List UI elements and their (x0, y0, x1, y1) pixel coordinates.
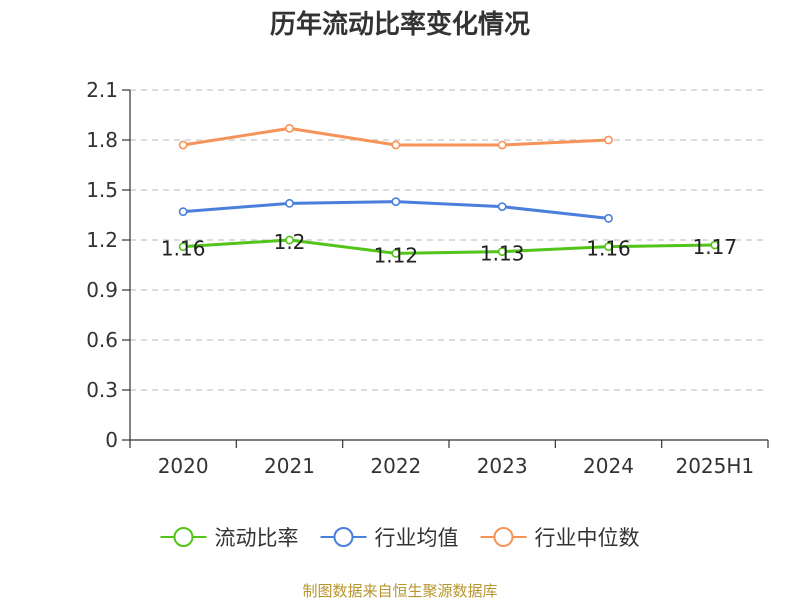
data-label: 1.16 (161, 237, 206, 261)
legend-marker (333, 527, 354, 547)
data-point (285, 123, 294, 133)
data-label: 1.12 (374, 243, 419, 267)
data-labels: 1.16 1.2 1.12 1.13 1.16 1.17 (161, 230, 737, 267)
data-point (285, 198, 294, 208)
legend-item-2: 行业中位数 (480, 526, 640, 550)
axes: 0 0.3 0.6 0.9 1.2 1.5 1.8 2.1 2020 2021 2022 2023 20… (86, 78, 769, 478)
data-point (710, 240, 720, 250)
data-point (391, 248, 401, 258)
grid (130, 89, 768, 391)
y-tick-label: 2.1 (86, 78, 118, 102)
data-label: 1.2 (274, 230, 306, 254)
series-group (178, 123, 720, 258)
y-tick-label: 0.3 (86, 378, 118, 402)
data-point (497, 202, 507, 212)
data-point (391, 140, 401, 150)
y-tick-label: 1.8 (86, 128, 118, 152)
data-point (178, 207, 188, 217)
legend-item-0: 流动比率 (160, 526, 299, 550)
legend-label: 行业均值 (375, 526, 459, 550)
data-point (497, 140, 507, 150)
source-note: 制图数据来自恒生聚源数据库 (302, 582, 497, 600)
legend-label: 流动比率 (215, 526, 299, 550)
x-tick-label: 2020 (158, 454, 209, 478)
data-point (178, 140, 188, 150)
x-tick-label: 2022 (370, 454, 421, 478)
y-tick-label: 0.6 (86, 328, 118, 352)
data-label: 1.16 (586, 237, 631, 261)
y-tick-label: 1.5 (86, 178, 118, 202)
legend-marker (493, 527, 514, 547)
data-point (604, 242, 613, 252)
data-point (391, 197, 401, 207)
data-point (285, 235, 294, 245)
legend-marker (173, 527, 194, 547)
chart-title: 历年流动比率变化情况 (270, 9, 530, 40)
series-line-0 (183, 238, 715, 255)
data-label: 1.13 (480, 242, 525, 266)
x-tick-label: 2025H1 (675, 454, 754, 478)
data-label: 1.17 (693, 235, 738, 259)
x-tick-label: 2023 (477, 454, 528, 478)
y-tick-label: 0.9 (86, 278, 118, 302)
data-point (497, 247, 507, 257)
y-tick-label: 0 (105, 428, 118, 452)
x-tick-label: 2024 (583, 454, 634, 478)
legend-item-1: 行业均值 (320, 526, 459, 550)
data-point (604, 213, 613, 223)
data-point (604, 135, 613, 145)
y-tick-label: 1.2 (86, 228, 118, 252)
legend-label: 行业中位数 (535, 526, 640, 550)
data-point (178, 242, 188, 252)
x-tick-label: 2021 (264, 454, 315, 478)
legend: 流动比率 行业均值 行业中位数 (160, 526, 640, 550)
